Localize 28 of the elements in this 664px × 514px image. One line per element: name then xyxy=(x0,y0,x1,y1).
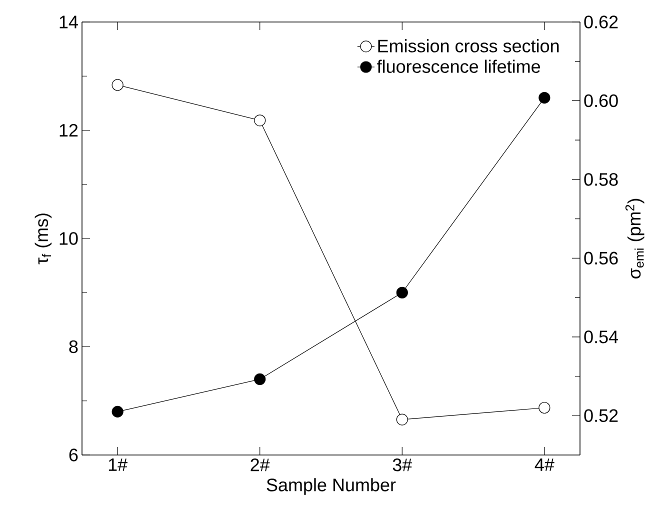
legend-label: fluorescence lifetime xyxy=(377,60,540,73)
point xyxy=(396,286,408,298)
point xyxy=(254,114,266,126)
y2-tick-label: 0.62 xyxy=(584,16,618,28)
y2-tick-label: 0.58 xyxy=(584,173,618,186)
x-tick-label: 4# xyxy=(534,458,554,471)
point xyxy=(112,406,124,418)
legend-label: Emission cross section xyxy=(378,39,559,52)
y-tick-label: 14 xyxy=(60,16,78,28)
point xyxy=(538,402,550,414)
y-tick-label: 8 xyxy=(69,340,78,354)
x-axis-title: Sample Number xyxy=(266,478,396,495)
point xyxy=(112,79,124,91)
y2-tick-label: 0.60 xyxy=(584,94,618,108)
y2-tick-label: 0.52 xyxy=(584,409,618,422)
y2-tick-label: 0.56 xyxy=(584,252,618,265)
x-tick-label: 2# xyxy=(250,458,270,472)
y-tick-label: 12 xyxy=(60,124,78,137)
y2-axis-title: σ$_{emi}$ (pm$^{2}$) xyxy=(625,198,644,278)
y-tick-label: 6 xyxy=(69,448,78,462)
x-tick-label: 3# xyxy=(392,458,412,472)
point xyxy=(254,373,266,386)
y-axis-title: τ$_{f}$ (ms) xyxy=(34,214,52,264)
y-tick-label: 10 xyxy=(60,232,78,245)
y2-tick-label: 0.54 xyxy=(584,330,618,344)
x-tick-label: 1# xyxy=(108,458,128,471)
point xyxy=(538,92,550,104)
point xyxy=(396,414,408,426)
